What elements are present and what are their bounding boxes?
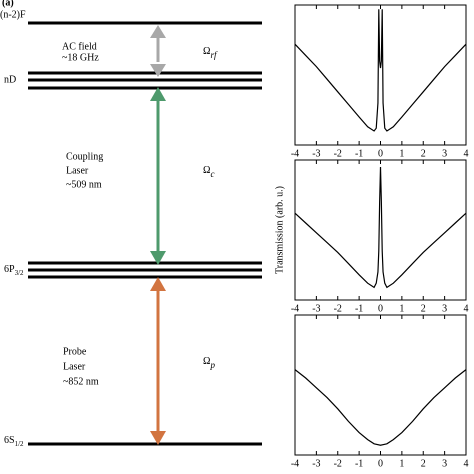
transition-text: Laser (66, 165, 89, 176)
panel-label: (a) (2, 0, 14, 8)
x-tick-label: -3 (312, 148, 320, 159)
x-tick-label: 4 (464, 458, 469, 469)
level-label: 6P3/2 (4, 264, 24, 276)
x-tick-label: 4 (464, 303, 469, 314)
level-label: (n-2)F (0, 9, 26, 20)
x-tick-label: 2 (421, 303, 426, 314)
x-tick-label: 2 (421, 148, 426, 159)
transition-text: Laser (63, 361, 86, 372)
transition-text: ~852 nm (63, 376, 99, 387)
x-tick-label: -4 (291, 303, 299, 314)
x-tick-label: 1 (399, 458, 404, 469)
arrow-probe (150, 277, 166, 445)
arrow-coupling (150, 87, 166, 265)
x-tick-label: -3 (312, 458, 320, 469)
x-tick-label: 0 (378, 303, 383, 314)
x-tick-label: 4 (464, 148, 469, 159)
transition-text: Coupling (66, 151, 103, 162)
transmission-curve (294, 166, 467, 289)
transition-text: AC field (62, 41, 97, 52)
transition-text: ~18 GHz (62, 52, 99, 63)
transition-text: Probe (63, 346, 87, 357)
plot-frame (294, 314, 467, 456)
rabi-label: Ωp (203, 356, 215, 370)
x-tick-label: 2 (421, 458, 426, 469)
x-tick-label: 3 (442, 303, 447, 314)
x-tick-label: 0 (378, 458, 383, 469)
x-tick-label: -1 (355, 458, 363, 469)
x-tick-label: 1 (399, 148, 404, 159)
plot-frame (294, 4, 467, 146)
x-tick-label: -2 (334, 458, 342, 469)
x-tick-label: -2 (334, 303, 342, 314)
x-tick-label: 3 (442, 148, 447, 159)
transmission-curve (294, 9, 467, 132)
y-axis-label: Transmission (arb. u.) (274, 186, 285, 274)
transmission-curve (294, 369, 467, 446)
x-tick-label: -1 (355, 148, 363, 159)
x-tick-label: 0 (378, 148, 383, 159)
arrow-rf (150, 25, 166, 77)
x-tick-label: 1 (399, 303, 404, 314)
x-tick-label: -3 (312, 303, 320, 314)
level-label: 6S1/2 (4, 435, 24, 447)
x-tick-label: -4 (291, 148, 299, 159)
transition-text: ~509 nm (66, 179, 102, 190)
x-tick-label: 3 (442, 458, 447, 469)
x-tick-label: -1 (355, 303, 363, 314)
rabi-label: Ωc (203, 165, 214, 179)
x-tick-label: -2 (334, 148, 342, 159)
rabi-label: Ωrf (203, 46, 218, 60)
x-tick-label: -4 (291, 458, 299, 469)
level-label: nD (4, 74, 16, 85)
